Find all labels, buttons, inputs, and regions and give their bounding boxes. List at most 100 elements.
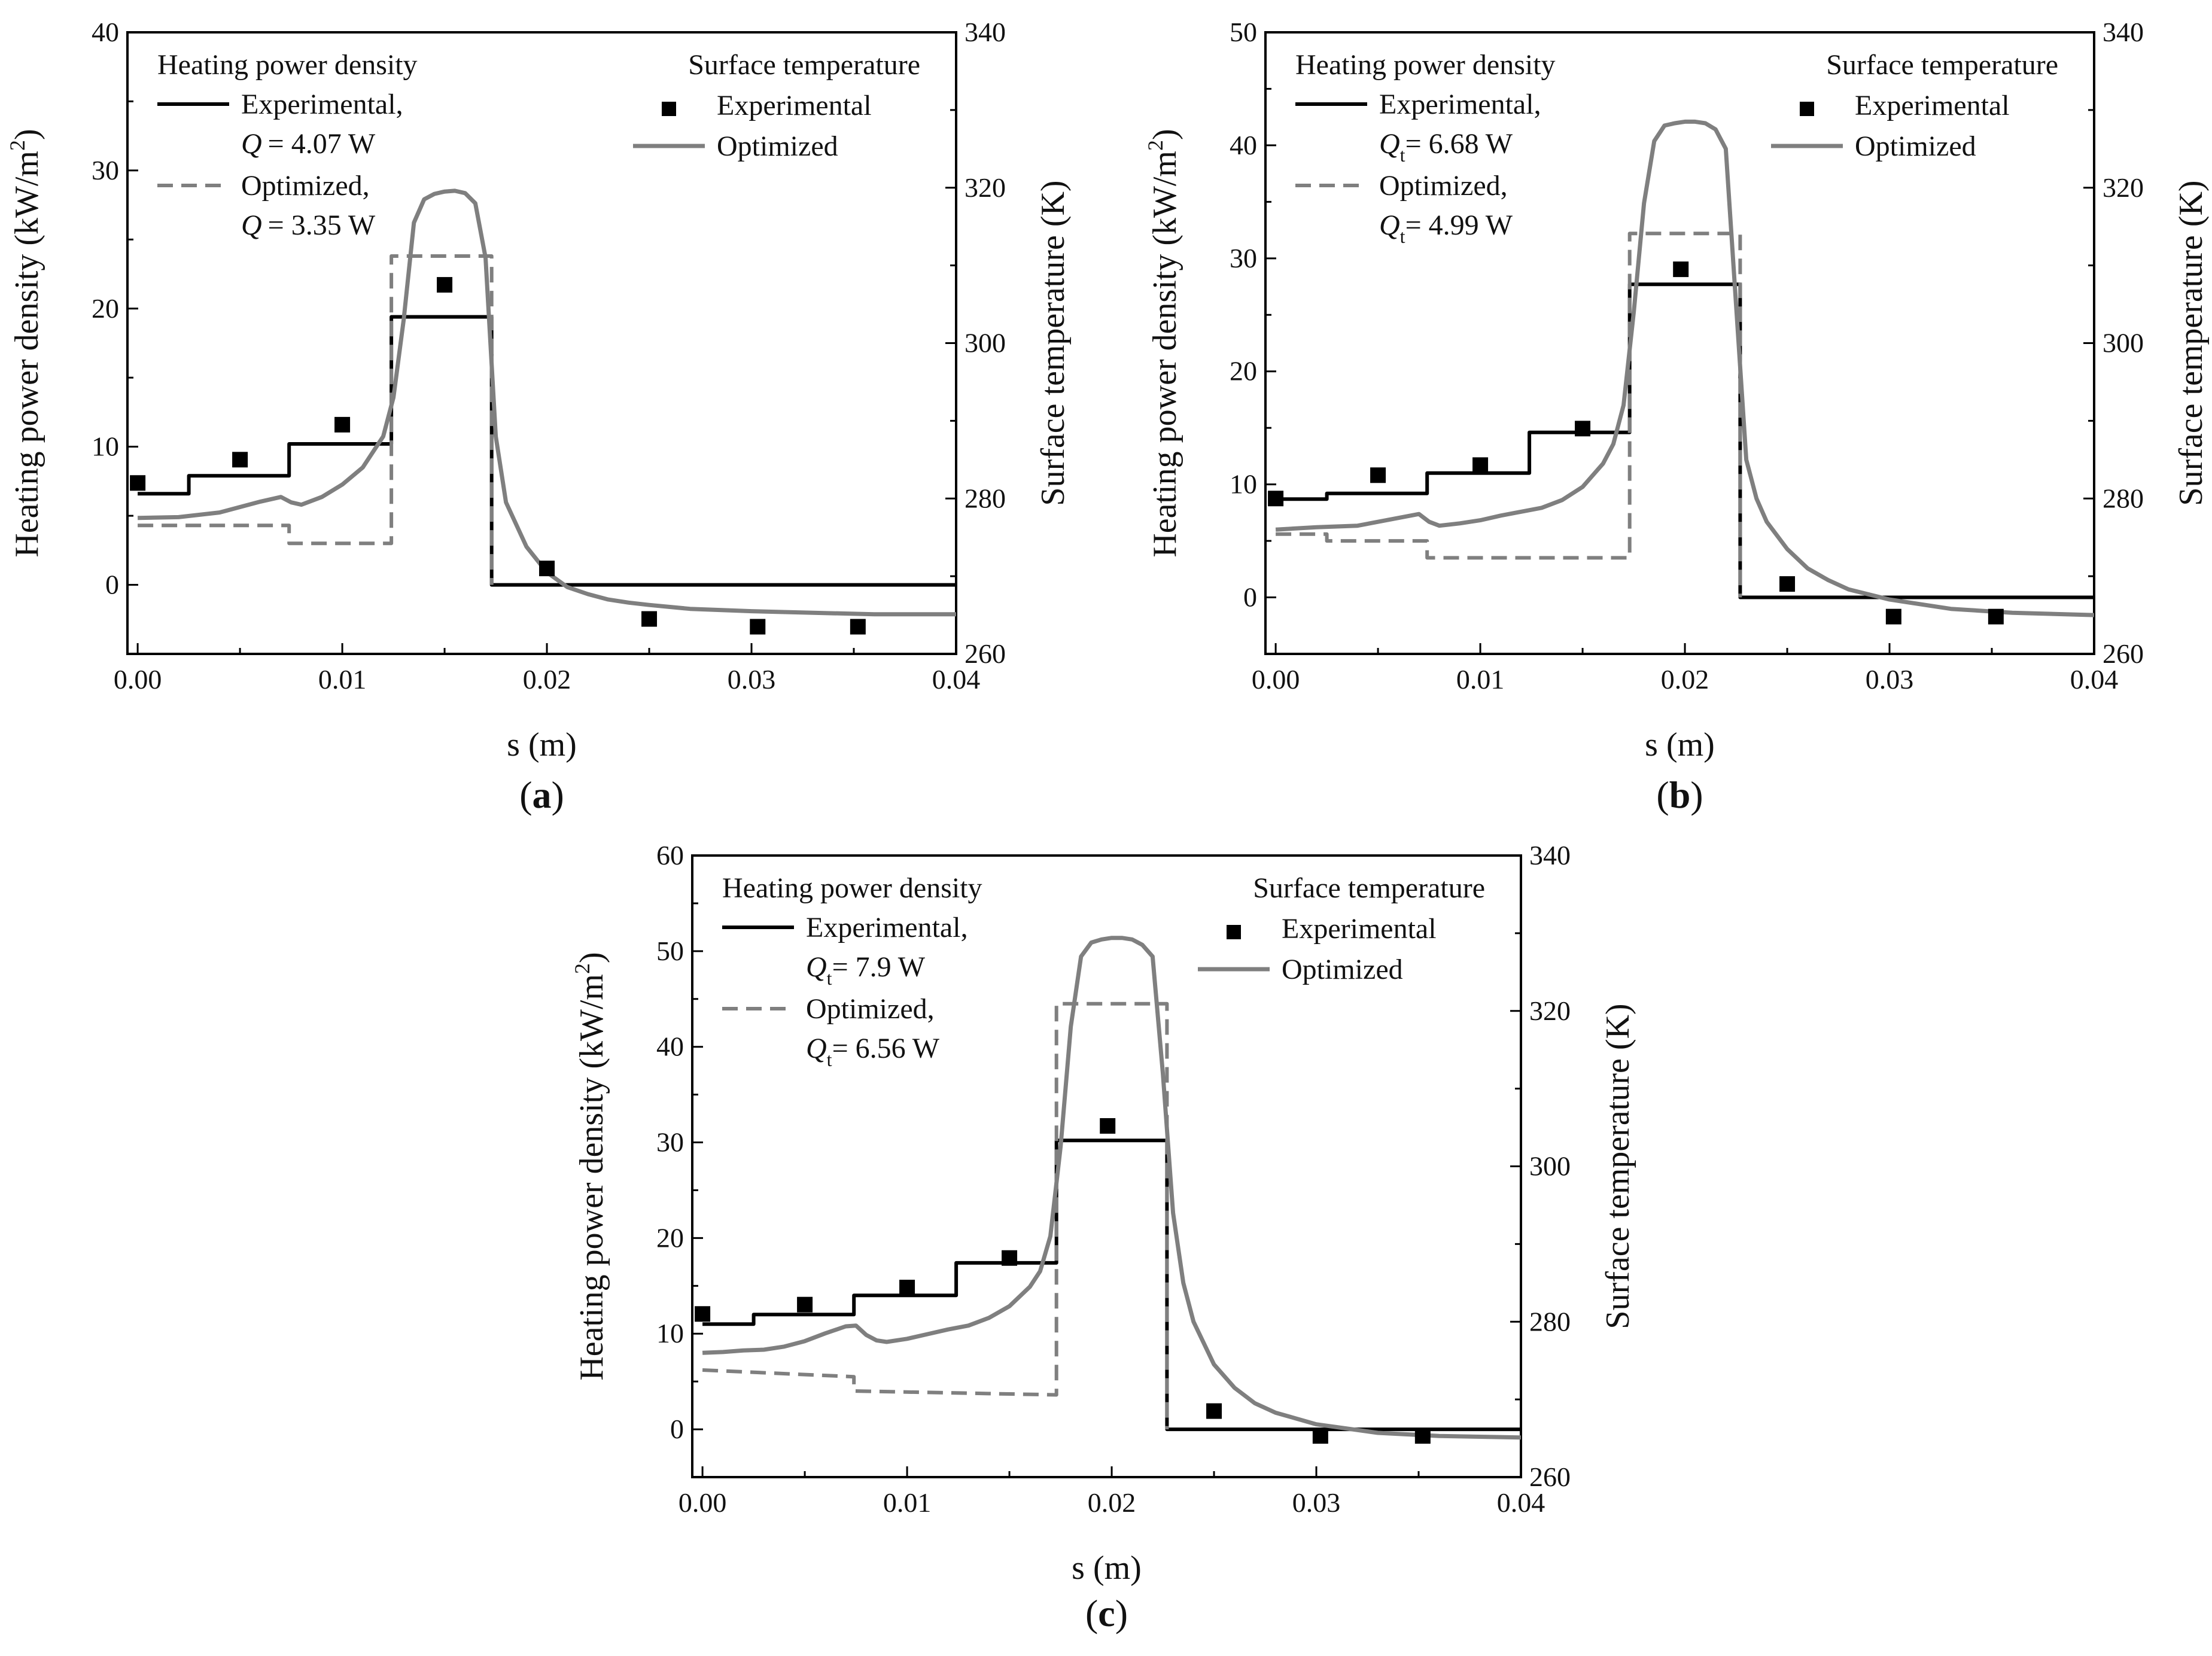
panel-label-letter: c: [1098, 1592, 1115, 1634]
x-tick-label: 0.00: [1252, 664, 1300, 695]
legend-power-optimized-label: Optimized,: [806, 993, 935, 1025]
y-tick-label: 40: [656, 1031, 684, 1062]
temperature-experimental-marker: [1414, 1428, 1431, 1444]
legend-q-sub: t: [827, 967, 832, 989]
legend-temperature-experimental-label: Experimental: [1282, 913, 1437, 945]
data-layer: [1268, 119, 2094, 625]
legend-temperature-title: Surface temperature: [688, 49, 920, 81]
legend-temperature-title: Surface temperature: [1253, 872, 1485, 904]
temperature-experimental-marker: [1472, 457, 1489, 473]
panel-label-close: ): [1115, 1592, 1128, 1634]
panel-label-open: (: [1656, 774, 1669, 816]
panel-label: (c): [1085, 1592, 1128, 1634]
y-axis-label-sup: 2: [1143, 140, 1167, 151]
y-axis-label-close: ): [573, 952, 610, 963]
temperature-experimental-marker: [850, 619, 866, 635]
power-experimental-line: [1276, 282, 2094, 599]
y-tick-label: 10: [656, 1318, 684, 1348]
plot-frame: [1264, 31, 2095, 655]
legend-power-experimental-label: Experimental,: [241, 89, 403, 120]
y-axis-label-base: Heating power density (kW/m: [8, 151, 45, 558]
legend-temperature-optimized-label: Optimized: [1282, 954, 1403, 985]
legend-q-sub: t: [1400, 144, 1405, 166]
y2-tick-label: 340: [2103, 17, 2144, 47]
power-optimized-line: [138, 254, 494, 585]
x-axis-label: s (m): [1645, 726, 1715, 763]
y-axis-label-sup: 2: [570, 963, 594, 974]
temperature-experimental-marker: [1673, 261, 1689, 278]
x-axis-label: s (m): [507, 726, 577, 763]
y-axis-label: Heating power density (kW/m2): [5, 129, 45, 557]
legend-power-title: Heating power density: [1295, 49, 1556, 81]
x-tick-label: 0.00: [678, 1487, 727, 1518]
temperature-experimental-marker: [695, 1306, 711, 1322]
y-tick-label: 20: [656, 1222, 684, 1253]
temperature-optimized-line: [1275, 119, 2094, 617]
temperature-experimental-marker: [1885, 608, 1901, 625]
y2-axis-label: Surface temperature (K): [1035, 180, 1072, 506]
temperature-experimental-marker: [1370, 467, 1386, 483]
y-tick-label: 50: [656, 936, 684, 966]
temperature-experimental-marker: [1988, 608, 2004, 625]
legend-power-optimized-q: Qt= 6.56 W: [806, 1033, 940, 1070]
x-tick-label: 0.01: [318, 664, 367, 695]
chart-panel-a: 0.00 0.01 0.02 0.03 0.04 0 10 20 30 40 260 280 300 32…: [5, 17, 1072, 816]
panel-label: (a): [519, 774, 564, 816]
temperature-experimental-marker: [1575, 421, 1591, 437]
panel-label-close: ): [1690, 774, 1703, 816]
panel-label-close: ): [552, 774, 564, 816]
temperature-experimental-marker: [1779, 576, 1796, 592]
legend-q-value: = 3.35 W: [268, 209, 376, 241]
chart-panel-c: 0.00 0.01 0.02 0.03 0.04 0 10 20 30 40 50 60 260 280 3…: [570, 840, 1636, 1634]
data-layer: [695, 936, 1521, 1444]
x-tick-label: 0.04: [932, 664, 981, 695]
legend-q-symbol: Q: [241, 128, 262, 160]
y-tick-label: 10: [92, 431, 119, 462]
legend-q-value: = 6.68 W: [1405, 128, 1513, 160]
temperature-experimental-marker: [539, 561, 555, 577]
x-tick-label: 0.04: [1497, 1487, 1545, 1518]
y2-tick-label: 280: [1529, 1306, 1571, 1337]
legend-power-title: Heating power density: [157, 49, 418, 81]
temperature-experimental-marker: [1268, 491, 1284, 507]
y2-tick-label: 320: [1529, 996, 1571, 1026]
legend-temperature-experimental-label: Experimental: [1855, 90, 2010, 121]
y-axis-label-base: Heating power density (kW/m: [1146, 151, 1183, 558]
legend-q-sub: t: [827, 1049, 832, 1070]
temperature-experimental-marker: [232, 452, 248, 468]
legend-q-value: = 6.56 W: [832, 1033, 940, 1064]
y-tick-label: 20: [1230, 356, 1257, 386]
temperature-experimental-marker: [1100, 1118, 1116, 1134]
y-tick-label: 30: [1230, 243, 1257, 273]
legend-temperature-experimental-swatch: [662, 102, 676, 116]
panel-label: (b): [1656, 774, 1703, 816]
y2-tick-label: 340: [964, 17, 1006, 47]
temperature-experimental-marker: [797, 1296, 813, 1313]
chart-panel-b: 0.00 0.01 0.02 0.03 0.04 0 10 20 30 40 50 260 280 300…: [1143, 17, 2210, 816]
temperature-experimental-marker: [1002, 1250, 1018, 1266]
temperature-experimental-marker: [750, 619, 766, 635]
x-tick-label: 0.02: [523, 664, 571, 695]
x-tick-label: 0.04: [2070, 664, 2119, 695]
y2-tick-label: 320: [2103, 172, 2144, 203]
plot-frame: [691, 854, 1522, 1478]
y-axis-label: Heating power density (kW/m2): [570, 952, 610, 1380]
legend-temperature-optimized-label: Optimized: [717, 130, 838, 162]
y2-tick-label: 260: [1529, 1462, 1571, 1492]
temperature-experimental-marker: [641, 611, 658, 627]
legend-q-symbol: Q: [241, 209, 262, 241]
y2-tick-label: 260: [964, 638, 1006, 669]
y-axis-label-close: ): [8, 129, 45, 140]
legend-q-value: = 4.07 W: [268, 128, 376, 160]
legend-power-optimized-q: Q = 3.35 W: [241, 209, 376, 241]
y2-axis-label: Surface temperature (K): [2173, 180, 2210, 506]
legend-q-symbol: Q: [1379, 128, 1400, 160]
y-axis-label-close: ): [1146, 129, 1183, 140]
y2-tick-label: 260: [2103, 638, 2144, 669]
y2-axis-label: Surface temperature (K): [1599, 1003, 1636, 1329]
temperature-experimental-marker: [334, 416, 351, 433]
y-tick-label: 60: [656, 840, 684, 870]
